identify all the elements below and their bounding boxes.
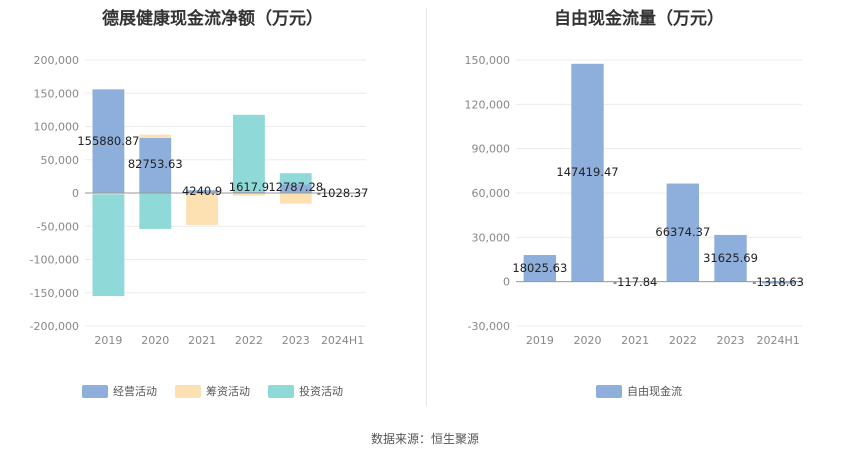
bar-2019-series-0 (523, 255, 557, 282)
y-tick-label: 0 (503, 276, 510, 289)
legend-swatch (268, 384, 294, 398)
bar-2019-series-2 (92, 194, 125, 297)
legend-swatch (82, 384, 108, 398)
legend-item[interactable]: 投资活动 (268, 383, 343, 399)
bar-2022-series-1 (232, 193, 265, 196)
data-label: -1318.63 (752, 275, 804, 289)
y-tick-label: 100,000 (34, 121, 80, 134)
bar-2020-series-2 (139, 193, 172, 229)
chart-title-free-cash-flow: 自由现金流量（万元） (554, 9, 724, 29)
y-tick-label: -100,000 (30, 254, 79, 267)
data-label: 18025.63 (512, 261, 567, 275)
bar-2023-series-2 (279, 173, 312, 185)
bar-2020-series-0 (139, 137, 172, 193)
x-tick-label: 2021 (188, 334, 216, 347)
bar-2020-series-0 (571, 63, 604, 282)
x-tick-label: 2020 (141, 334, 169, 347)
data-source: 数据来源：恒生聚源 (370, 432, 479, 446)
legend-item[interactable]: 筹资活动 (175, 383, 250, 399)
y-tick-label: -30,000 (468, 320, 510, 333)
x-tick-label: 2021 (621, 334, 649, 347)
x-tick-label: 2023 (717, 334, 745, 347)
data-label: -117.84 (613, 275, 657, 289)
data-label: -1028.37 (317, 186, 369, 200)
y-tick-label: 150,000 (465, 54, 511, 67)
bar-2023-series-1 (279, 193, 312, 204)
data-label: 12787.28 (268, 180, 323, 194)
bar-2021-series-0 (186, 190, 219, 193)
x-tick-label: 2024H1 (757, 334, 800, 347)
bar-2019-series-1 (92, 193, 125, 195)
bar-2022-series-0 (232, 191, 265, 193)
y-tick-label: 200,000 (34, 54, 80, 67)
data-label: 82753.63 (128, 157, 183, 171)
y-tick-label: 150,000 (34, 87, 80, 100)
y-tick-label: 30,000 (472, 231, 511, 244)
x-tick-label: 2022 (669, 334, 697, 347)
data-label: 4240.9 (182, 184, 222, 198)
bar-2023-series-0 (279, 184, 312, 193)
legend-label: 投资活动 (299, 385, 343, 398)
x-tick-label: 2023 (282, 334, 310, 347)
cash-flow-net-chart: 德展健康现金流净额（万元） 200,000 150,000 100,000 50,00… (0, 0, 425, 410)
legend-free-cash-flow: 自由现金流 (428, 383, 850, 399)
data-label: 147419.47 (556, 165, 618, 179)
cash-flow-plot: 200,000 150,000 100,000 50,000 0 -50,000 -100,… (30, 54, 369, 347)
bar-2020-series-1 (139, 134, 172, 138)
x-tick-label: 2019 (526, 334, 554, 347)
y-tick-label: 90,000 (472, 143, 511, 156)
legend-cash-flow: 经营活动 筹资活动 投资活动 (0, 383, 425, 399)
legend-label: 自由现金流 (627, 385, 682, 398)
x-tick-label: 2019 (94, 334, 122, 347)
data-label: 31625.69 (703, 251, 758, 265)
y-tick-label: 60,000 (472, 187, 511, 200)
y-tick-label: -200,000 (30, 320, 79, 333)
data-label: 66374.37 (655, 225, 710, 239)
free-cash-flow-chart: 自由现金流量（万元） 150,000 120,000 90,000 60,000 30,… (428, 0, 850, 410)
y-tick-label: -50,000 (37, 220, 79, 233)
panel-divider (426, 8, 427, 406)
bar-2024H1-series-0 (761, 281, 795, 284)
bar-2021-series-1 (186, 193, 219, 225)
x-tick-label: 2020 (574, 334, 602, 347)
y-tick-label: -150,000 (30, 287, 79, 300)
x-tick-label: 2024H1 (321, 334, 364, 347)
legend-label: 经营活动 (113, 385, 157, 398)
y-tick-label: 50,000 (41, 154, 80, 167)
legend-label: 筹资活动 (206, 385, 250, 398)
bar-2023-series-0 (714, 234, 747, 282)
chart-title-cash-flow: 德展健康现金流净额（万元） (102, 9, 323, 29)
legend-swatch (175, 384, 201, 398)
legend-item[interactable]: 经营活动 (82, 383, 157, 399)
data-label: 1617.9 (229, 180, 269, 194)
x-tick-label: 2022 (235, 334, 263, 347)
legend-swatch (596, 384, 622, 398)
y-tick-label: 120,000 (465, 98, 511, 111)
bar-2022-series-0 (666, 183, 700, 282)
bar-2019-series-0 (92, 89, 125, 193)
legend-item[interactable]: 自由现金流 (596, 383, 682, 399)
bar-2022-series-2 (232, 114, 265, 192)
free-cash-flow-plot: 150,000 120,000 90,000 60,000 30,000 0 -30,000… (465, 54, 805, 347)
data-label: 155880.87 (77, 134, 139, 148)
y-tick-label: 0 (72, 187, 79, 200)
